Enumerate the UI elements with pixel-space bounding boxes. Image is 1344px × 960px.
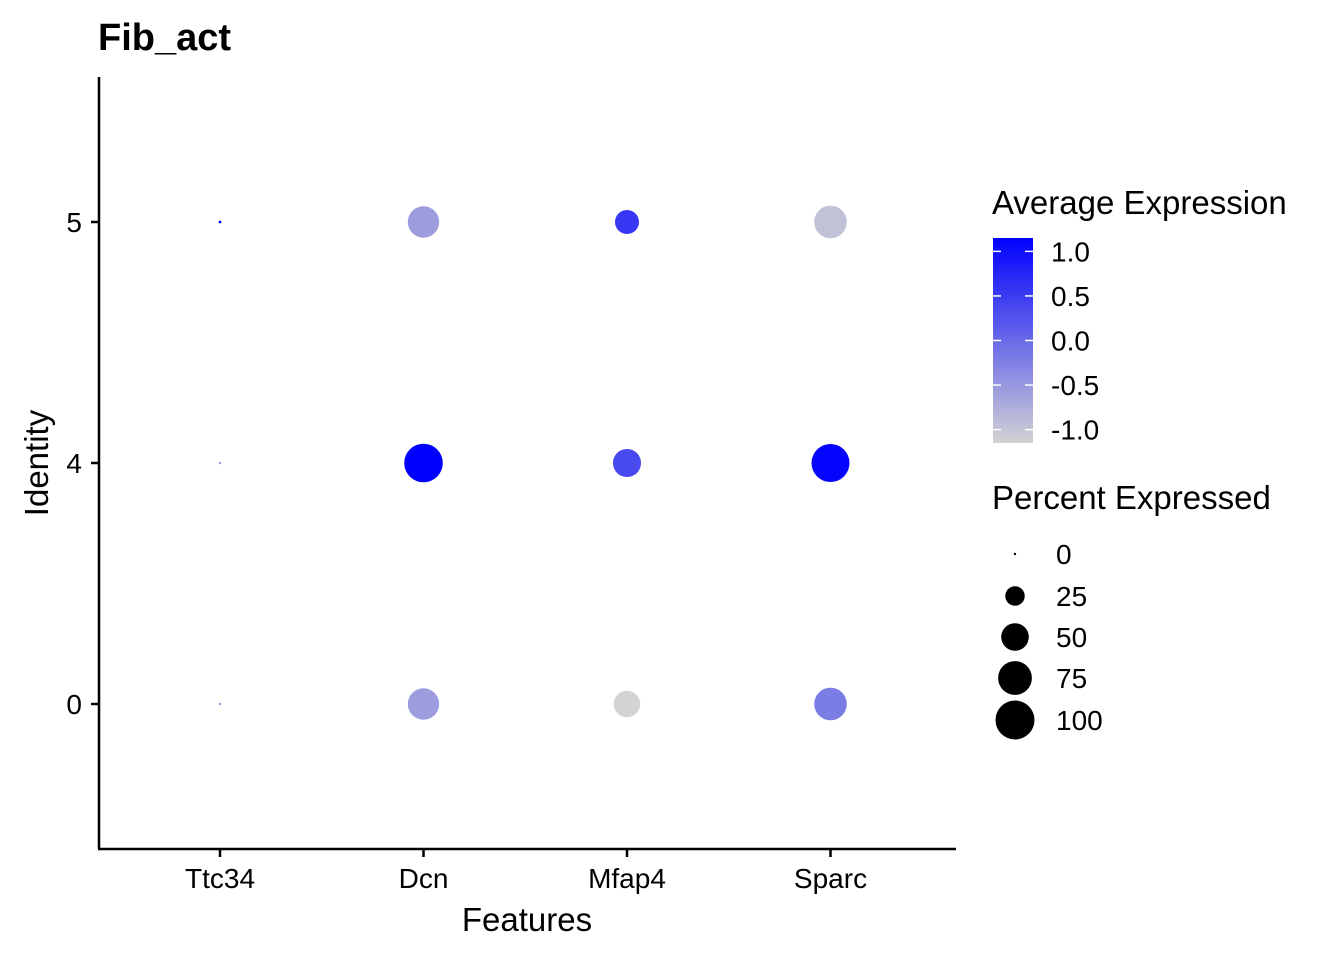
size-legend: Percent Expressed 0 25 50 75 100 <box>992 479 1271 740</box>
color-legend-ticks: 1.0 0.5 0.0 -0.5 -1.0 <box>993 236 1099 446</box>
size-legend-dot <box>998 661 1032 695</box>
y-tick-label-4: 4 <box>66 448 82 479</box>
dot-sparc-4 <box>811 443 850 483</box>
dot-ttc34-4 <box>218 461 222 465</box>
x-tick-label-dcn: Dcn <box>399 863 449 894</box>
size-legend-dot <box>1001 623 1029 651</box>
color-legend-title: Average Expression <box>992 184 1287 221</box>
y-tick-label-0: 0 <box>66 689 82 720</box>
color-legend-label: 0.5 <box>1051 281 1090 312</box>
dot-mfap4-0 <box>613 690 641 718</box>
dot-dcn-5 <box>407 206 440 238</box>
data-points <box>218 205 850 721</box>
size-legend-title: Percent Expressed <box>992 479 1271 516</box>
dot-dcn-0 <box>407 688 440 720</box>
y-axis-label: Identity <box>18 409 55 516</box>
dot-ttc34-5 <box>218 220 222 224</box>
dot-mfap4-5 <box>614 209 640 235</box>
color-legend: Average Expression 1.0 0.5 0.0 -0.5 -1.0 <box>992 184 1287 446</box>
size-legend-dot <box>1013 552 1017 556</box>
dot-dcn-4 <box>404 443 443 483</box>
color-legend-label: -0.5 <box>1051 370 1099 401</box>
color-legend-label: 1.0 <box>1051 236 1090 267</box>
dot-sparc-5 <box>814 205 847 239</box>
x-ticks: Ttc34 Dcn Mfap4 Sparc <box>185 849 867 894</box>
size-legend-items: 0 25 50 75 100 <box>995 539 1103 740</box>
size-legend-dot <box>995 700 1035 740</box>
x-tick-label-ttc34: Ttc34 <box>185 863 255 894</box>
x-tick-label-sparc: Sparc <box>794 863 867 894</box>
size-legend-label: 0 <box>1056 539 1072 570</box>
size-legend-label: 75 <box>1056 663 1087 694</box>
y-tick-label-5: 5 <box>66 207 82 238</box>
chart-title: Fib_act <box>98 17 231 59</box>
x-axis-label: Features <box>462 901 592 938</box>
size-legend-label: 100 <box>1056 705 1103 736</box>
size-legend-label: 50 <box>1056 622 1087 653</box>
dot-sparc-0 <box>814 687 847 721</box>
y-ticks: 0 4 5 <box>66 207 99 720</box>
dot-mfap4-4 <box>612 448 642 478</box>
color-legend-label: -1.0 <box>1051 415 1099 446</box>
size-legend-label: 25 <box>1056 581 1087 612</box>
x-tick-label-mfap4: Mfap4 <box>588 863 666 894</box>
size-legend-dot <box>1005 586 1025 606</box>
color-legend-label: 0.0 <box>1051 326 1090 357</box>
dot-ttc34-0 <box>218 702 222 706</box>
